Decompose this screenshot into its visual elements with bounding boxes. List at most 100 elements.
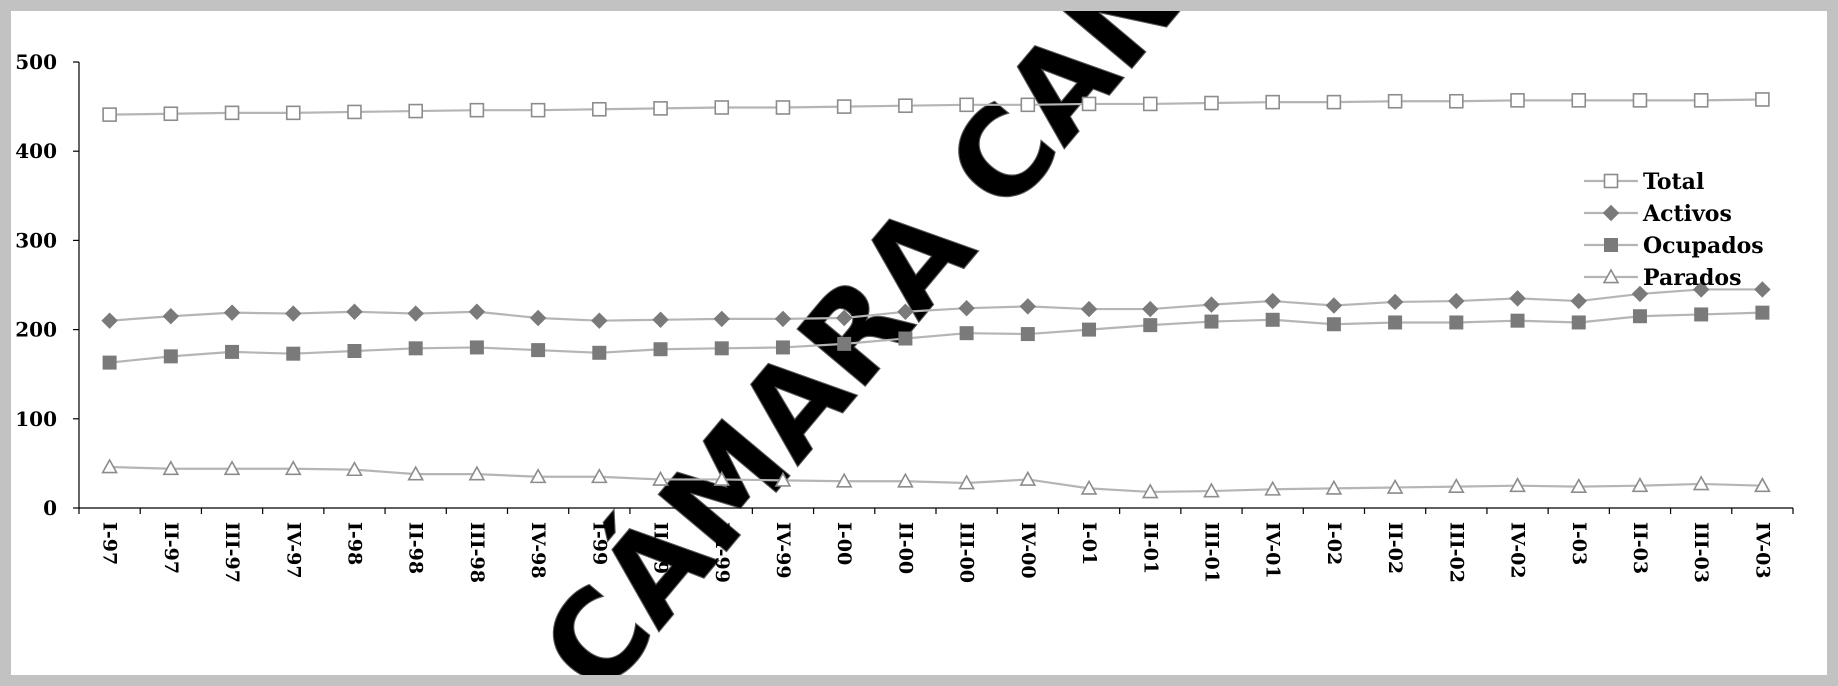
x-tick-label: III-01 — [1200, 522, 1222, 583]
data-point-parados — [1203, 482, 1220, 498]
data-point-ocupados — [286, 346, 301, 361]
x-tick-label: I-98 — [343, 522, 365, 565]
data-point-parados — [1570, 477, 1588, 493]
x-tick-label: II-03 — [1629, 522, 1651, 574]
data-point-ocupados — [1265, 312, 1280, 327]
x-tick-label: I-03 — [1568, 522, 1590, 565]
data-point-activos — [1631, 285, 1649, 303]
data-point-total — [1449, 93, 1464, 109]
data-point-activos — [1142, 300, 1159, 318]
data-point-activos — [1325, 297, 1343, 314]
data-point-activos — [468, 303, 486, 320]
x-tick-label: IV-00 — [1017, 522, 1039, 579]
legend-marker-ocupados — [1604, 238, 1618, 252]
data-point-ocupados — [837, 336, 852, 351]
data-point-ocupados — [1082, 322, 1097, 337]
legend-label-ocupados: Ocupados — [1643, 233, 1764, 259]
y-tick-label: 500 — [15, 50, 57, 74]
legend-item-parados: Parados — [1584, 265, 1742, 291]
data-point-total — [469, 102, 485, 118]
data-point-ocupados — [653, 342, 668, 357]
data-point-total — [1204, 95, 1219, 111]
data-point-parados — [1080, 479, 1098, 495]
x-tick-label: III-02 — [1445, 522, 1467, 583]
legend-label-activos: Activos — [1642, 201, 1732, 227]
x-tick-label: III-97 — [221, 522, 243, 583]
y-tick-label: 300 — [15, 228, 57, 252]
x-tick-label: III-03 — [1690, 522, 1712, 583]
series-total — [102, 92, 1770, 122]
data-point-parados — [774, 471, 792, 487]
data-point-activos — [1570, 292, 1587, 310]
data-point-total — [714, 100, 730, 115]
x-tick-label: I-97 — [99, 522, 121, 565]
data-point-activos — [713, 310, 730, 328]
x-tick-label: I-01 — [1078, 522, 1100, 565]
data-point-total — [530, 102, 546, 118]
x-tick-label: II-02 — [1384, 522, 1406, 574]
x-tick-label: II-98 — [405, 522, 427, 574]
data-point-ocupados — [592, 345, 607, 360]
legend-item-ocupados: Ocupados — [1584, 233, 1764, 259]
data-point-ocupados — [163, 349, 178, 364]
data-point-ocupados — [225, 344, 240, 359]
data-point-parados — [1019, 470, 1037, 486]
data-point-ocupados — [1204, 314, 1219, 329]
data-point-ocupados — [959, 326, 974, 341]
legend: Total Activos Ocupados Parados — [1584, 169, 1764, 291]
data-point-total — [836, 99, 852, 114]
series-line-total — [109, 98, 1763, 116]
data-point-parados — [1325, 479, 1343, 495]
data-point-parados — [1754, 477, 1771, 493]
data-point-parados — [529, 468, 547, 484]
y-tick-label: 400 — [15, 139, 57, 163]
series-line-activos — [109, 288, 1763, 322]
data-point-ocupados — [775, 340, 790, 355]
legend-label-parados: Parados — [1643, 265, 1742, 291]
y-tick-label: 100 — [15, 407, 57, 431]
data-point-total — [1755, 92, 1770, 107]
x-tick-label: III-99 — [711, 522, 733, 583]
data-point-activos — [1692, 281, 1710, 298]
data-point-total — [959, 97, 974, 113]
x-tick-label: IV-01 — [1262, 522, 1284, 579]
data-point-activos — [346, 303, 363, 320]
axes: 0 100 200 300 400 500 I-97 II-97 III-97 IV-97 I-98… — [15, 50, 1794, 583]
data-point-ocupados — [1632, 309, 1647, 324]
data-point-total — [775, 100, 791, 115]
data-point-total — [1020, 97, 1036, 113]
data-point-parados — [1509, 477, 1526, 493]
data-point-activos — [223, 304, 241, 321]
data-point-ocupados — [1326, 317, 1341, 332]
x-tick-label: II-99 — [650, 522, 672, 574]
data-point-activos — [407, 305, 424, 322]
data-point-total — [408, 103, 423, 119]
series-parados — [101, 458, 1771, 499]
data-point-ocupados — [1388, 315, 1403, 330]
data-point-activos — [652, 311, 669, 328]
data-point-activos — [1264, 292, 1281, 310]
x-tick-label: IV-03 — [1751, 522, 1773, 579]
x-tick-label: II-01 — [1139, 522, 1161, 574]
x-tick-label: I-99 — [588, 522, 610, 565]
data-point-parados — [713, 470, 731, 486]
data-point-ocupados — [1755, 305, 1770, 320]
data-point-activos — [1509, 290, 1526, 307]
data-point-parados — [407, 465, 425, 481]
series-ocupados — [102, 305, 1770, 370]
data-point-activos — [101, 312, 118, 329]
data-point-total — [592, 101, 607, 117]
legend-item-activos: Activos — [1584, 201, 1732, 227]
data-point-ocupados — [898, 331, 913, 346]
data-point-total — [285, 105, 301, 121]
data-point-parados — [1386, 478, 1404, 494]
data-point-total — [653, 101, 668, 116]
data-point-activos — [835, 309, 853, 327]
data-point-ocupados — [1694, 307, 1709, 322]
x-tick-label: IV-97 — [282, 522, 304, 579]
data-point-total — [1265, 94, 1280, 110]
data-point-total — [1387, 93, 1403, 109]
data-point-parados — [1692, 475, 1710, 491]
